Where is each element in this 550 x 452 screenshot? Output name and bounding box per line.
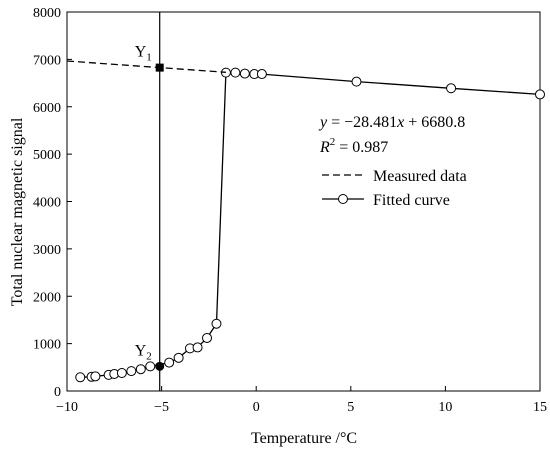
y-axis-title: Total nuclear magnetic signal xyxy=(9,117,26,306)
data-point xyxy=(211,318,222,329)
data-point xyxy=(535,89,545,100)
data-point xyxy=(145,361,156,372)
x-tick-label: −10 xyxy=(56,400,78,415)
legend: Measured data Fitted curve xyxy=(322,168,467,209)
plot-area: −10 −5 0 5 10 15 0 1000 2000 3000 4000 5000 6000 7000… xyxy=(33,6,547,415)
annotation-letter: Y xyxy=(135,44,147,61)
r-squared-superscript: 2 xyxy=(330,136,336,148)
data-point xyxy=(446,83,457,94)
fit-equation: y = −28.481x + 6680.8 xyxy=(318,114,465,131)
plot-frame xyxy=(66,11,541,392)
data-point xyxy=(135,364,146,375)
r-squared-value: = 0.987 xyxy=(335,139,388,156)
data-point xyxy=(116,367,127,378)
data-point xyxy=(90,371,101,382)
series-line-measured xyxy=(80,71,541,378)
data-point xyxy=(75,372,86,383)
y-tick-label: 3000 xyxy=(33,243,61,258)
data-point xyxy=(164,357,175,368)
y-tick-label: 2000 xyxy=(33,290,61,305)
x-axis-title: Temperature /°C xyxy=(251,430,357,447)
data-point xyxy=(173,352,184,363)
x-tick-label: 10 xyxy=(438,400,452,415)
annotation-label-Y1: Y1 xyxy=(135,44,152,64)
annotation-letter: Y xyxy=(135,342,147,359)
y-tick-label: 0 xyxy=(54,385,61,400)
series-line-fitted xyxy=(66,60,226,73)
equation-slope: = −28.481 xyxy=(327,114,397,131)
data-point xyxy=(126,366,137,377)
equation-intercept: + 6680.8 xyxy=(404,114,465,131)
annotation-subscript: 1 xyxy=(146,52,152,64)
r-squared-symbol: R xyxy=(319,139,330,156)
y-tick-label: 7000 xyxy=(33,53,61,68)
axis-ticks: −10 −5 0 5 10 15 0 1000 2000 3000 4000 5000 6000 7000… xyxy=(33,6,547,415)
annotation-label-Y2: Y2 xyxy=(135,342,152,362)
data-point xyxy=(256,69,267,80)
y-tick-label: 8000 xyxy=(33,6,61,21)
annotation-subscript: 2 xyxy=(146,350,152,362)
legend-label-measured: Measured data xyxy=(373,168,467,185)
legend-swatch-fitted-marker xyxy=(338,194,348,204)
x-tick-label: −5 xyxy=(154,400,169,415)
fit-r-squared: R2 = 0.987 xyxy=(319,136,388,156)
data-point xyxy=(230,67,241,78)
marker-Y1 xyxy=(155,63,164,72)
x-tick-label: 0 xyxy=(253,400,260,415)
y-tick-label: 6000 xyxy=(33,101,61,116)
data-point xyxy=(239,68,250,79)
equation-y-symbol: y xyxy=(318,114,328,131)
x-tick-label: 15 xyxy=(533,400,547,415)
x-tick-label: 5 xyxy=(347,400,354,415)
data-point xyxy=(351,76,362,87)
data-point xyxy=(192,342,203,353)
marker-Y2 xyxy=(155,361,165,371)
series-layer xyxy=(66,12,545,391)
equation-x-symbol: x xyxy=(396,114,404,131)
y-tick-label: 1000 xyxy=(33,338,61,353)
y-tick-label: 4000 xyxy=(33,196,61,211)
y-tick-label: 5000 xyxy=(33,148,61,163)
data-point xyxy=(202,332,213,343)
legend-label-fitted: Fitted curve xyxy=(373,192,450,209)
